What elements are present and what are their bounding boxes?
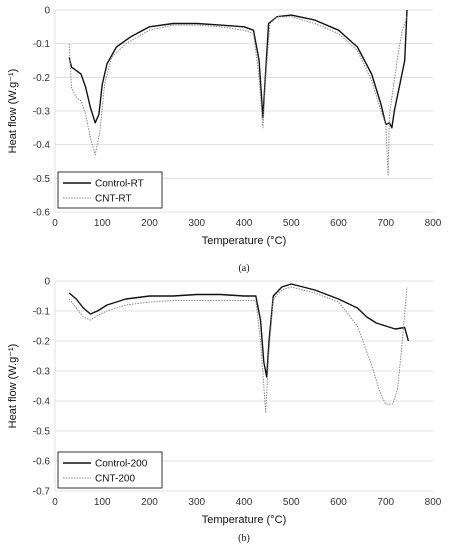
chart-a-y-axis-label: Heat flow (W.g⁻¹) [7,69,19,154]
chart-b-y-tick-label: -0.7 [33,487,51,498]
chart-b: 0 -0.1 -0.2 -0.3 -0.4 -0.5 -0.6 -0.7 0 100 200 300… [7,277,442,545]
chart-a-series-control-line [68,9,408,129]
chart-b-y-tick-label: -0.1 [33,307,51,318]
chart-a-x-tick-label: 800 [425,218,442,229]
chart-a-x-tick-label: 600 [330,218,347,229]
chart-a-x-tick-label: 0 [52,218,58,229]
chart-b-x-tick-label: 0 [52,497,58,508]
chart-b-x-tick-label: 800 [425,497,442,508]
chart-a-y-tick-label: -0.1 [33,39,51,50]
chart-b-y-axis-label: Heat flow (W.g⁻¹) [7,344,19,429]
chart-a-x-tick-label: 500 [283,218,300,229]
chart-a-legend-label: Control-RT [95,179,144,190]
chart-b-x-tick-label: 100 [94,497,111,508]
chart-b-y-tick-label: -0.6 [33,457,51,468]
chart-b-grid [55,280,433,492]
chart-a-x-tick-label: 400 [236,218,253,229]
chart-a-y-tick-label: -0.6 [33,208,51,219]
chart-b-series [68,283,410,414]
chart-b-x-ticks: 0 100 200 300 400 500 600 700 800 [52,497,442,508]
chart-a-y-ticks: 0 -0.1 -0.2 -0.3 -0.4 -0.5 -0.6 [33,6,51,219]
chart-b-y-tick-label: -0.2 [33,337,51,348]
chart-b-y-tick-label: 0 [44,277,50,288]
chart-a-series-cnt-line [68,16,408,176]
chart-a-x-axis-label: Temperature (°C) [202,235,286,247]
chart-b-legend: Control-200 CNT-200 [57,451,163,489]
chart-a-y-tick-label: -0.5 [33,174,51,185]
chart-b-x-tick-label: 500 [283,497,300,508]
chart-a: 0 -0.1 -0.2 -0.3 -0.4 -0.5 -0.6 0 100 200 300 400 5… [7,6,442,275]
chart-b-y-ticks: 0 -0.1 -0.2 -0.3 -0.4 -0.5 -0.6 -0.7 [33,277,51,498]
chart-a-legend: Control-RT CNT-RT [57,171,163,209]
chart-a-x-tick-label: 200 [141,218,158,229]
chart-a-y-tick-label: -0.2 [33,73,51,84]
chart-b-x-tick-label: 300 [188,497,205,508]
chart-b-caption: (b) [238,533,250,544]
chart-b-legend-label: Control-200 [95,459,148,470]
chart-b-legend-box [57,451,163,489]
chart-b-x-tick-label: 200 [141,497,158,508]
chart-b-series-control-line [68,283,410,378]
chart-a-caption: (a) [238,263,249,274]
chart-b-x-axis-label: Temperature (°C) [202,514,286,526]
chart-a-y-tick-label: -0.3 [33,107,51,118]
chart-b-x-tick-label: 600 [330,497,347,508]
chart-a-legend-label: CNT-RT [95,194,131,205]
chart-b-y-tick-label: -0.5 [33,427,51,438]
chart-b-y-tick-label: -0.3 [33,367,51,378]
chart-a-x-tick-label: 100 [94,218,111,229]
chart-a-legend-box [57,171,163,209]
chart-a-x-tick-label: 700 [377,218,394,229]
chart-a-y-tick-label: 0 [44,6,50,17]
chart-a-series [68,9,408,176]
chart-a-y-tick-label: -0.4 [33,140,51,151]
chart-b-x-tick-label: 700 [377,497,394,508]
chart-a-x-ticks: 0 100 200 300 400 500 600 700 800 [52,218,442,229]
chart-b-x-tick-label: 400 [236,497,253,508]
chart-a-x-tick-label: 300 [188,218,205,229]
chart-b-y-tick-label: -0.4 [33,397,51,408]
chart-b-legend-label: CNT-200 [95,474,135,485]
chart-a-grid [55,9,433,213]
